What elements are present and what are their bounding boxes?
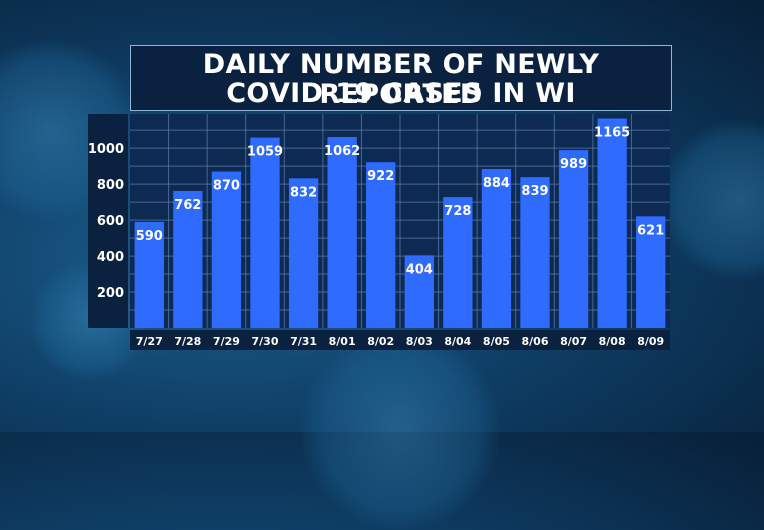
bar bbox=[443, 197, 473, 328]
chart-title-line-2: COVID-19 CASES IN WI bbox=[226, 78, 576, 109]
bar bbox=[288, 178, 319, 328]
y-tick-label: 800 bbox=[97, 178, 124, 193]
x-tick-label: 8/09 bbox=[637, 335, 664, 348]
bar bbox=[558, 150, 589, 328]
bar-value-label: 762 bbox=[174, 198, 201, 213]
y-axis-panel bbox=[88, 114, 128, 328]
bar-value-label: 922 bbox=[367, 169, 394, 184]
bar bbox=[211, 171, 242, 328]
bar-chart: 200 400 600 800 1000 590 7/27 762 7/28 870 7/29 105… bbox=[88, 114, 670, 348]
x-tick-label: 8/08 bbox=[599, 335, 626, 348]
chart-title-line-1: DAILY NUMBER OF NEWLY REPORTED bbox=[202, 49, 600, 110]
x-tick-label: 8/01 bbox=[329, 335, 356, 348]
x-tick-label: 7/31 bbox=[290, 335, 317, 348]
bar-value-label: 1165 bbox=[594, 125, 630, 140]
bar bbox=[366, 162, 396, 328]
x-tick-label: 7/30 bbox=[252, 335, 279, 348]
bar-value-label: 621 bbox=[637, 223, 664, 238]
chart-title-box: DAILY NUMBER OF NEWLY REPORTED COVID-19 … bbox=[130, 45, 672, 111]
bar-value-label: 839 bbox=[521, 184, 548, 199]
x-axis-strip bbox=[130, 330, 670, 350]
x-tick-label: 8/05 bbox=[483, 335, 510, 348]
bar-value-label: 989 bbox=[560, 157, 587, 172]
y-tick-label: 1000 bbox=[88, 142, 124, 157]
bar bbox=[173, 190, 203, 328]
bar-value-label: 832 bbox=[290, 185, 317, 200]
bar-value-label: 1062 bbox=[324, 144, 360, 159]
bar bbox=[636, 216, 666, 328]
bar bbox=[481, 169, 512, 328]
x-tick-label: 8/03 bbox=[406, 335, 433, 348]
y-tick-label: 200 bbox=[97, 286, 124, 301]
bar-value-label: 1059 bbox=[247, 145, 283, 160]
bar bbox=[250, 137, 280, 328]
bar-value-label: 884 bbox=[483, 176, 510, 191]
x-tick-label: 8/06 bbox=[522, 335, 549, 348]
bar bbox=[520, 177, 550, 328]
bar-value-label: 590 bbox=[136, 229, 163, 244]
bar bbox=[597, 118, 627, 329]
y-tick-label: 600 bbox=[97, 214, 124, 229]
x-tick-label: 8/04 bbox=[444, 335, 471, 348]
bar-value-label: 728 bbox=[444, 204, 471, 219]
x-tick-label: 8/07 bbox=[560, 335, 587, 348]
y-tick-label: 400 bbox=[97, 250, 124, 265]
bar bbox=[134, 221, 164, 328]
x-tick-label: 8/02 bbox=[367, 335, 394, 348]
bar-value-label: 404 bbox=[406, 262, 433, 277]
x-tick-label: 7/27 bbox=[136, 335, 163, 348]
x-tick-label: 7/29 bbox=[213, 335, 240, 348]
bar bbox=[404, 255, 434, 328]
bar bbox=[327, 137, 357, 328]
bar-value-label: 870 bbox=[213, 179, 240, 194]
x-tick-label: 7/28 bbox=[174, 335, 201, 348]
